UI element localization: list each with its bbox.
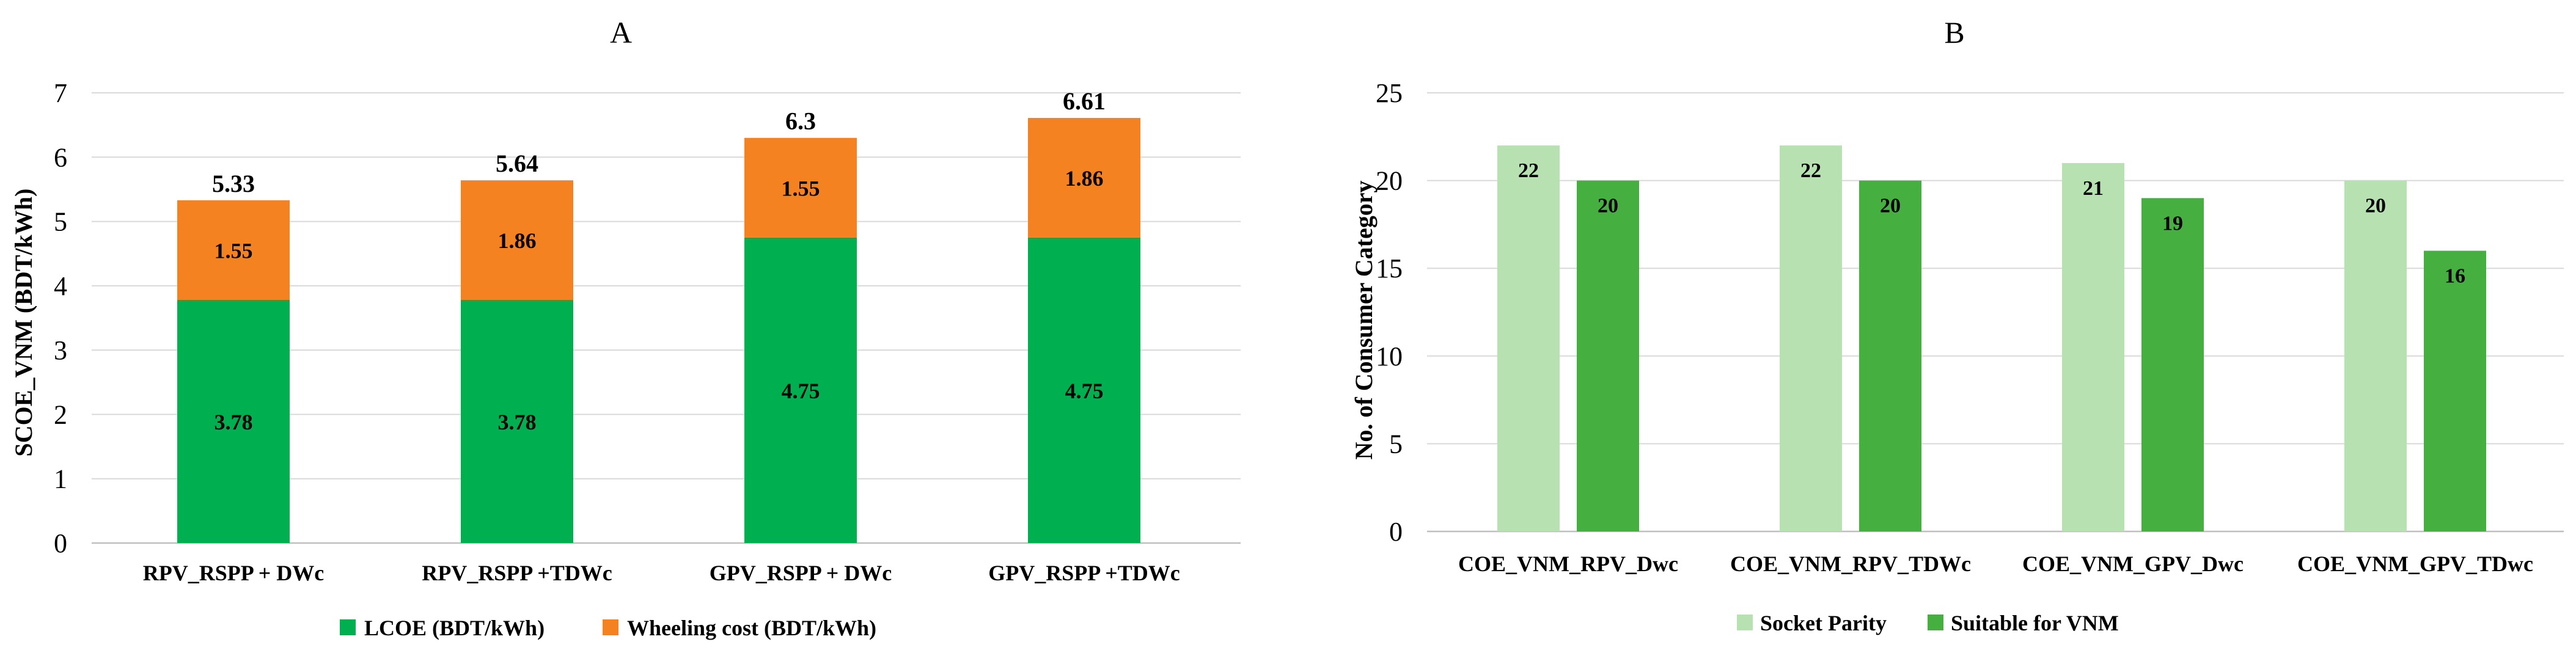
bar-lcoe-bdt-kwh-rpv-rspp-tdwc	[461, 300, 573, 543]
category-label: COE_VNM_GPV_TDwc	[2297, 552, 2533, 576]
legend-label-lcoe: LCOE (BDT/kWh)	[364, 616, 545, 640]
chart-b-legend: Socket Parity Suitable for VNM	[1737, 611, 2119, 635]
bar-socket-parity-coe-vnm-gpv-dwc	[2062, 162, 2124, 531]
chart-b-bars: 22 20 22 20 21 19 20 16	[1497, 145, 2486, 532]
chart-a-y-ticks: 0 1 2 3 4 5 6 7	[54, 78, 67, 558]
chart-b-y-tick-label: 10	[1376, 341, 1403, 371]
bar-label-wheeling-cost-bdt-kwh: 1.55	[782, 176, 820, 200]
category-label: GPV_RSPP +TDWc	[988, 561, 1180, 585]
bar-lcoe-bdt-kwh-rpv-rspp-dwc	[177, 300, 290, 543]
bar-label-lcoe-bdt-kwh: 3.78	[215, 410, 253, 434]
chart-a-legend: LCOE (BDT/kWh) Wheeling cost (BDT/kWh)	[340, 616, 876, 640]
bar-label-lcoe-bdt-kwh: 3.78	[498, 410, 537, 434]
category-label: COE_VNM_GPV_Dwc	[2022, 552, 2244, 576]
chart-a-category-labels: RPV_RSPP + DWc RPV_RSPP +TDWc GPV_RSPP + D…	[143, 561, 1180, 585]
bar-label-wheeling-cost-bdt-kwh: 1.86	[1065, 166, 1104, 191]
category-label: RPV_RSPP + DWc	[143, 561, 325, 585]
bar-label-wheeling-cost-bdt-kwh: 1.86	[498, 228, 537, 253]
bar-label-socket-parity: 22	[1518, 159, 1539, 182]
bar-socket-parity-coe-vnm-rpv-tdwc	[1780, 145, 1842, 531]
chart-b-y-tick-label: 20	[1376, 166, 1403, 196]
category-label: RPV_RSPP +TDWc	[422, 561, 612, 585]
bar-suitable-for-vnm-coe-vnm-gpv-tdwc	[2424, 250, 2486, 531]
chart-a-y-tick-label: 7	[54, 78, 67, 108]
bar-suitable-for-vnm-coe-vnm-rpv-tdwc	[1859, 180, 1921, 532]
bar-label-socket-parity: 20	[2365, 195, 2386, 217]
bar-wheeling-cost-bdt-kwh-rpv-rspp-tdwc	[461, 180, 573, 301]
bar-lcoe-bdt-kwh-gpv-rspp-tdwc	[1028, 237, 1140, 543]
chart-b-y-tick-label: 5	[1389, 429, 1403, 459]
legend-swatch-socket-parity	[1737, 615, 1753, 630]
legend-swatch-lcoe	[340, 619, 356, 635]
legend-swatch-wheeling-cost	[603, 619, 618, 635]
chart-b-y-tick-label: 0	[1389, 517, 1403, 547]
chart-b-y-tick-label: 15	[1376, 254, 1403, 283]
chart-a-y-tick-label: 0	[54, 528, 67, 558]
chart-a-y-tick-label: 1	[54, 464, 67, 494]
chart-a-y-tick-label: 5	[54, 207, 67, 237]
bar-label-suitable-for-vnm: 20	[1598, 195, 1618, 217]
chart-b-title: B	[1944, 15, 1964, 49]
bar-label-socket-parity: 22	[1800, 159, 1821, 182]
bar-wheeling-cost-bdt-kwh-gpv-rspp-tdwc	[1028, 118, 1140, 238]
legend-label-suitable-for-vnm: Suitable for VNM	[1951, 611, 2119, 635]
chart-a-title: A	[610, 15, 632, 49]
chart-b-y-tick-label: 25	[1376, 78, 1403, 108]
bar-lcoe-bdt-kwh-gpv-rspp-dwc	[744, 237, 857, 543]
legend-swatch-suitable-for-vnm	[1928, 615, 1943, 630]
bar-label-suitable-for-vnm: 16	[2445, 264, 2465, 287]
total-label: 6.3	[785, 108, 816, 135]
chart-a-y-tick-label: 6	[54, 142, 67, 172]
bar-label-suitable-for-vnm: 20	[1880, 195, 1901, 217]
bar-label-socket-parity: 21	[2083, 177, 2104, 200]
chart-b-y-axis-label: No. of Consumer Category	[1350, 181, 1378, 460]
legend-label-wheeling-cost: Wheeling cost (BDT/kWh)	[627, 616, 876, 640]
legend-label-socket-parity: Socket Parity	[1760, 611, 1887, 635]
bar-label-wheeling-cost-bdt-kwh: 1.55	[215, 238, 253, 263]
chart-a-y-tick-label: 4	[54, 271, 67, 301]
total-label: 6.61	[1063, 87, 1106, 115]
chart-a-y-tick-label: 2	[54, 399, 67, 429]
category-label: GPV_RSPP + DWc	[710, 561, 892, 585]
chart-a-bars: 3.78 1.55 5.33 3.78 1.86 5.64 4.75 1.55 6.3 4.75 1…	[177, 87, 1140, 543]
total-label: 5.64	[496, 150, 538, 177]
chart-a: A SCOE_VNM (BDT/kWh) 0 1 2 3 4 5 6 7 3.78 1.55 5.…	[10, 15, 1241, 640]
chart-b-category-labels: COE_VNM_RPV_Dwc COE_VNM_RPV_TDWc COE_VNM_G…	[1458, 552, 2533, 576]
chart-a-y-axis-label: SCOE_VNM (BDT/kWh)	[10, 189, 37, 457]
bar-socket-parity-coe-vnm-rpv-dwc	[1497, 145, 1560, 531]
bar-label-lcoe-bdt-kwh: 4.75	[1065, 379, 1104, 403]
bar-suitable-for-vnm-coe-vnm-rpv-dwc	[1577, 180, 1639, 532]
bar-label-lcoe-bdt-kwh: 4.75	[782, 379, 820, 403]
bar-wheeling-cost-bdt-kwh-gpv-rspp-dwc	[744, 137, 857, 238]
bar-wheeling-cost-bdt-kwh-rpv-rspp-dwc	[177, 200, 290, 301]
bar-suitable-for-vnm-coe-vnm-gpv-dwc	[2141, 198, 2204, 531]
chart-b-y-ticks: 0 5 10 15 20 25	[1376, 78, 1403, 547]
category-label: COE_VNM_RPV_TDWc	[1730, 552, 1971, 576]
total-label: 5.33	[212, 170, 255, 197]
category-label: COE_VNM_RPV_Dwc	[1458, 552, 1678, 576]
bar-socket-parity-coe-vnm-gpv-tdwc	[2344, 180, 2407, 532]
chart-b: B No. of Consumer Category 0 5 10 15 20 25 22…	[1350, 15, 2564, 635]
bar-label-suitable-for-vnm: 19	[2162, 212, 2183, 235]
chart-a-y-tick-label: 3	[54, 335, 67, 365]
